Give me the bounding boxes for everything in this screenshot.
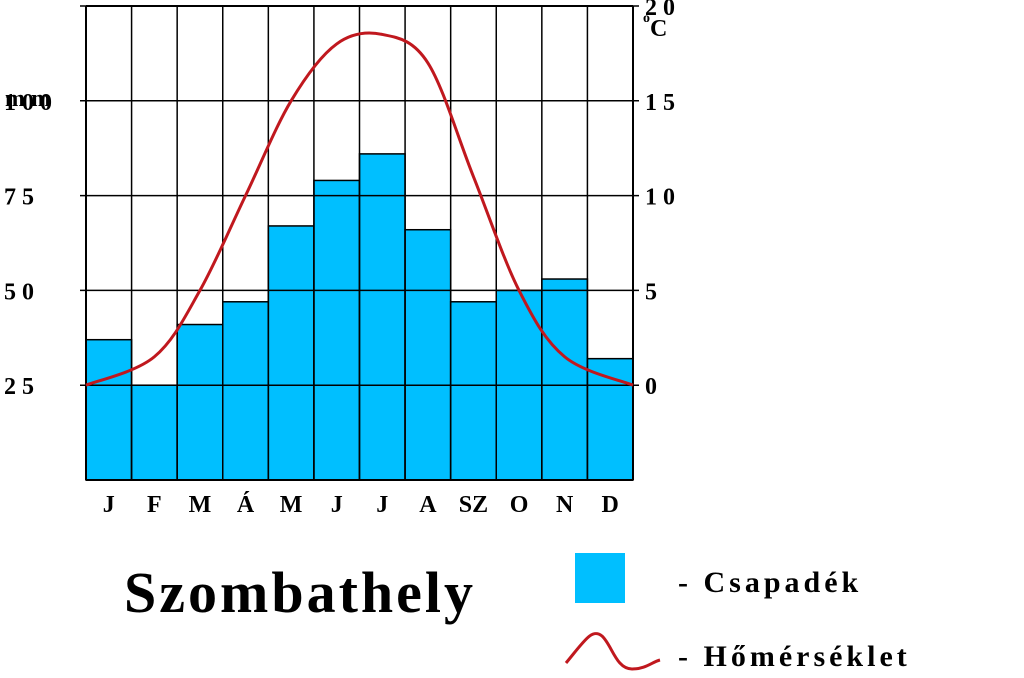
left-tick-label: 25 bbox=[4, 374, 40, 400]
month-labels: J F M Á M J J A SZ O N D bbox=[103, 492, 619, 518]
month-label: N bbox=[556, 492, 574, 518]
month-label: SZ bbox=[459, 492, 488, 518]
legend-temperature-label: - Hőmérséklet bbox=[678, 640, 911, 673]
month-label: A bbox=[419, 492, 437, 518]
left-tick-label: 75 bbox=[4, 185, 40, 211]
left-axis-ticks: 25 50 75 100 bbox=[4, 90, 58, 400]
precipitation-bar bbox=[313, 179, 361, 481]
precipitation-bar bbox=[267, 225, 315, 481]
month-label: M bbox=[280, 492, 303, 518]
right-tick-label: 15 bbox=[645, 90, 681, 116]
precipitation-bar bbox=[130, 384, 178, 481]
precipitation-bar bbox=[85, 338, 133, 481]
month-label: J bbox=[331, 492, 343, 518]
left-axis-unit: mm bbox=[5, 86, 57, 112]
legend-temperature-swatch bbox=[564, 632, 661, 671]
left-tick-label: 50 bbox=[4, 279, 40, 305]
month-label: D bbox=[602, 492, 619, 518]
precipitation-bar bbox=[449, 301, 497, 481]
precipitation-bar bbox=[176, 323, 224, 481]
month-label: M bbox=[189, 492, 212, 518]
legend-precipitation-label: - Csapadék bbox=[678, 566, 862, 599]
right-axis-ticks: 0 5 10 15 20 bbox=[645, 0, 681, 400]
chart-title: Szombathely bbox=[124, 560, 476, 625]
right-axis-unit-celsius: C bbox=[650, 16, 667, 42]
temperature-line bbox=[85, 31, 634, 387]
month-label: Á bbox=[237, 492, 255, 518]
right-tick-label: 10 bbox=[645, 185, 681, 211]
precipitation-bars bbox=[85, 153, 634, 481]
month-label: J bbox=[103, 492, 115, 518]
month-label: J bbox=[376, 492, 388, 518]
precipitation-bar bbox=[404, 228, 452, 481]
right-tick-label: 20 bbox=[645, 0, 681, 21]
month-label: O bbox=[510, 492, 529, 518]
grid-lines bbox=[80, 5, 639, 481]
left-tick-label: 100 bbox=[4, 90, 58, 116]
month-label: F bbox=[147, 492, 162, 518]
precipitation-bar bbox=[541, 278, 589, 481]
right-axis-unit-degree: o bbox=[643, 11, 650, 26]
precipitation-bar bbox=[222, 301, 270, 481]
legend-precipitation-swatch bbox=[575, 553, 625, 603]
precipitation-bar bbox=[358, 153, 406, 481]
right-tick-label: 0 bbox=[645, 374, 663, 400]
right-tick-label: 5 bbox=[645, 279, 663, 305]
